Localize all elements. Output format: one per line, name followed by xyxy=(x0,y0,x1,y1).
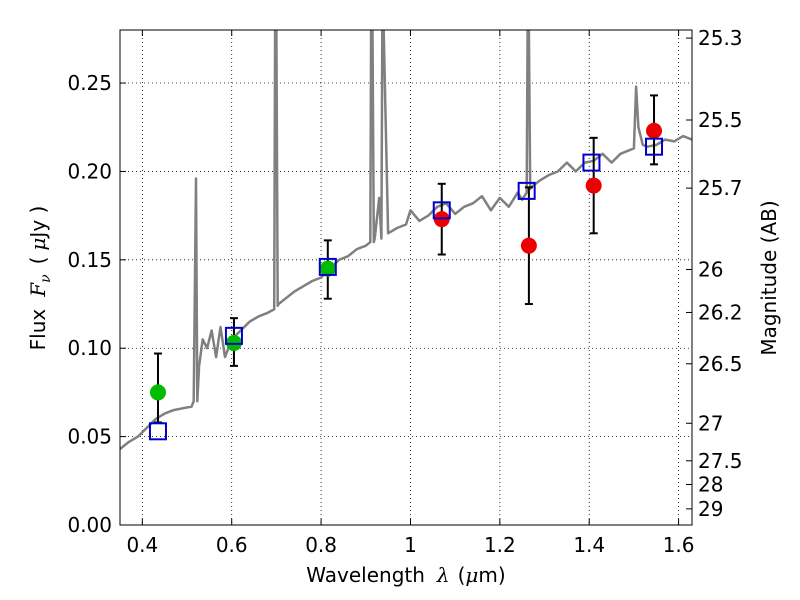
mag-tick-label: 29 xyxy=(698,497,723,521)
mag-tick-label: 25.7 xyxy=(698,176,743,200)
y-tick-label: 0.10 xyxy=(67,336,112,360)
mag-tick-label: 25.5 xyxy=(698,108,743,132)
ticks: 0.4 0.6 0.8 1 1.2 1.4 1.6 0.00 0.05 0.10 0.15 0.20 0… xyxy=(67,26,742,557)
model-photometry-square xyxy=(582,153,601,172)
mag-tick-label: 25.3 xyxy=(698,26,743,50)
mag-tick-label: 27 xyxy=(698,411,723,435)
mag-tick-label: 26.5 xyxy=(698,352,743,376)
y-tick-label: 0.20 xyxy=(67,159,112,183)
y-tick-label: 0.05 xyxy=(67,425,112,449)
model-spectrum-line xyxy=(120,30,692,450)
mag-tick-label: 26.2 xyxy=(698,300,743,324)
y-tick-label: 0.25 xyxy=(67,71,112,95)
x-tick-label: 1.2 xyxy=(484,533,516,557)
model-photometry-square xyxy=(517,181,536,200)
green-data-point xyxy=(319,260,336,277)
x-tick-label: 0.6 xyxy=(216,533,248,557)
x-axis-label: Wavelength λ (μm) xyxy=(306,563,505,587)
y-tick-label: 0.15 xyxy=(67,248,112,272)
green-data-point xyxy=(149,384,166,401)
model-photometry-square xyxy=(432,201,451,220)
x-tick-label: 0.8 xyxy=(305,533,337,557)
x-tick-label: 1 xyxy=(404,533,417,557)
red-data-point xyxy=(646,122,663,139)
x-tick-label: 0.4 xyxy=(126,533,158,557)
plot-area xyxy=(120,30,692,450)
model-photometry-square xyxy=(148,422,167,441)
mag-tick-label: 27.5 xyxy=(698,449,743,473)
red-data-point xyxy=(520,237,537,254)
y-axis-label: FluxFν(μJy ) xyxy=(26,206,54,351)
y2-axis-label: Magnitude (AB) xyxy=(757,200,781,355)
model-photometry-square xyxy=(645,137,664,156)
y-tick-label: 0.00 xyxy=(67,513,112,537)
grid xyxy=(120,30,692,526)
x-tick-label: 1.4 xyxy=(573,533,605,557)
mag-tick-label: 26 xyxy=(698,257,723,281)
red-data-point xyxy=(585,177,602,194)
x-tick-label: 1.6 xyxy=(663,533,695,557)
model-photometry-square xyxy=(318,257,337,276)
model-photometry-square xyxy=(224,326,243,345)
plot-frame xyxy=(119,29,693,526)
mag-tick-label: 28 xyxy=(698,473,723,497)
